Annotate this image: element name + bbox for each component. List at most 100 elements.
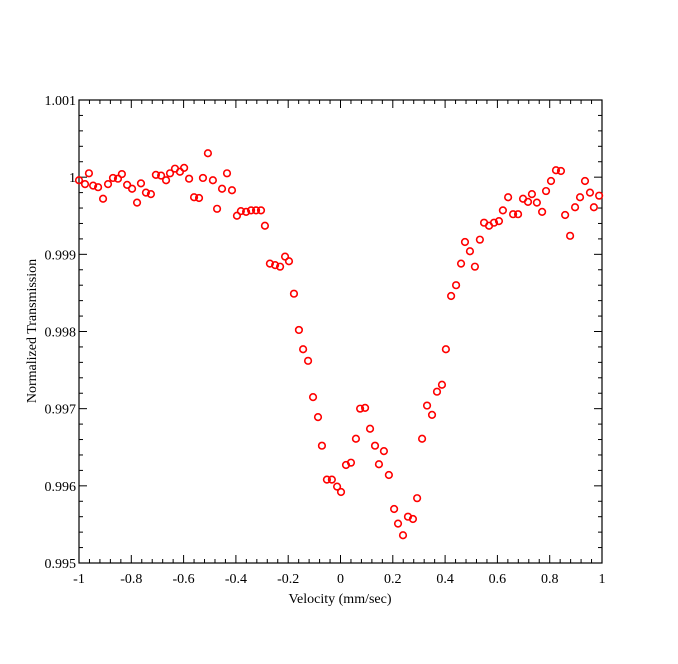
y-tick-label: 0.999 xyxy=(45,248,77,263)
data-point xyxy=(113,174,123,183)
data-point xyxy=(437,380,447,389)
data-point xyxy=(589,203,598,212)
data-point xyxy=(460,237,470,247)
data-point xyxy=(356,404,365,413)
data-point xyxy=(208,176,217,185)
x-tick-label: -0.2 xyxy=(277,572,299,587)
x-tick-label: -0.6 xyxy=(173,572,195,587)
data-point xyxy=(432,387,442,396)
data-point xyxy=(141,188,151,197)
data-point xyxy=(346,458,356,467)
data-point xyxy=(157,171,166,180)
data-point xyxy=(417,434,427,443)
data-point xyxy=(108,173,118,183)
data-point xyxy=(408,514,418,524)
data-point xyxy=(322,475,332,484)
data-point xyxy=(527,190,537,199)
data-point xyxy=(256,206,266,215)
data-point xyxy=(508,210,518,219)
data-point xyxy=(360,403,370,412)
x-axis-label: Velocity (mm/sec) xyxy=(288,592,391,607)
data-point xyxy=(103,180,113,189)
data-point xyxy=(379,447,389,456)
data-point xyxy=(308,392,318,402)
data-point xyxy=(136,179,146,188)
data-point xyxy=(551,166,561,175)
data-point xyxy=(498,206,507,215)
data-point xyxy=(184,174,194,183)
data-point xyxy=(246,206,256,215)
data-point xyxy=(327,475,336,484)
data-point xyxy=(189,193,199,202)
y-tick-label: 0.996 xyxy=(45,480,77,495)
data-point xyxy=(74,176,84,185)
x-tick-label: 0.4 xyxy=(436,572,454,587)
x-tick-label: -0.4 xyxy=(225,572,247,587)
data-point xyxy=(151,170,160,179)
data-point xyxy=(132,198,142,207)
x-tick-label: -0.8 xyxy=(120,572,142,587)
data-point xyxy=(165,169,175,178)
data-point xyxy=(365,424,375,433)
data-point xyxy=(241,207,251,216)
data-point xyxy=(575,193,585,202)
data-point xyxy=(489,218,499,227)
data-point xyxy=(117,169,126,179)
y-tick-label: 1 xyxy=(69,171,76,186)
data-point xyxy=(222,169,232,178)
data-point xyxy=(303,356,313,365)
data-point xyxy=(260,221,270,230)
data-point xyxy=(265,259,274,268)
data-point xyxy=(513,210,523,219)
data-point xyxy=(251,206,261,215)
data-point xyxy=(456,259,466,268)
data-point xyxy=(271,261,280,270)
data-point xyxy=(217,184,227,193)
data-point xyxy=(146,190,156,199)
data-point xyxy=(284,257,294,266)
data-point xyxy=(232,211,242,220)
data-point xyxy=(441,345,450,354)
data-point xyxy=(580,176,590,186)
data-point xyxy=(556,166,566,176)
data-point xyxy=(470,262,480,271)
data-point xyxy=(585,188,595,197)
data-point xyxy=(413,494,422,503)
data-point xyxy=(546,176,556,186)
y-tick-label: 0.995 xyxy=(45,557,77,572)
data-point xyxy=(565,231,575,240)
data-point xyxy=(570,203,580,212)
data-point xyxy=(198,173,208,183)
x-tick-label: 0.6 xyxy=(489,572,507,587)
data-point xyxy=(89,181,98,190)
data-point xyxy=(212,204,222,213)
data-point xyxy=(275,262,285,271)
data-point xyxy=(465,247,475,256)
data-point xyxy=(236,207,245,216)
data-point xyxy=(538,207,547,216)
data-point xyxy=(390,504,399,514)
data-point xyxy=(80,180,90,189)
data-point xyxy=(84,169,94,178)
data-point xyxy=(595,191,604,200)
data-point xyxy=(289,289,299,298)
data-point xyxy=(447,291,456,301)
y-tick-label: 0.998 xyxy=(45,326,77,341)
data-point xyxy=(384,470,393,480)
data-point xyxy=(504,193,513,202)
data-point xyxy=(370,441,380,450)
data-point xyxy=(561,210,570,220)
y-tick-label: 0.997 xyxy=(45,403,77,418)
data-point xyxy=(313,413,323,422)
data-point xyxy=(427,410,437,419)
data-point xyxy=(93,183,103,192)
data-point xyxy=(541,186,551,196)
data-point xyxy=(98,194,108,203)
y-tick-label: 1.001 xyxy=(45,94,77,109)
x-tick-label: 0.2 xyxy=(384,572,402,587)
data-point xyxy=(523,197,533,206)
data-point xyxy=(475,235,484,244)
data-point xyxy=(299,345,308,354)
data-point xyxy=(494,217,504,226)
